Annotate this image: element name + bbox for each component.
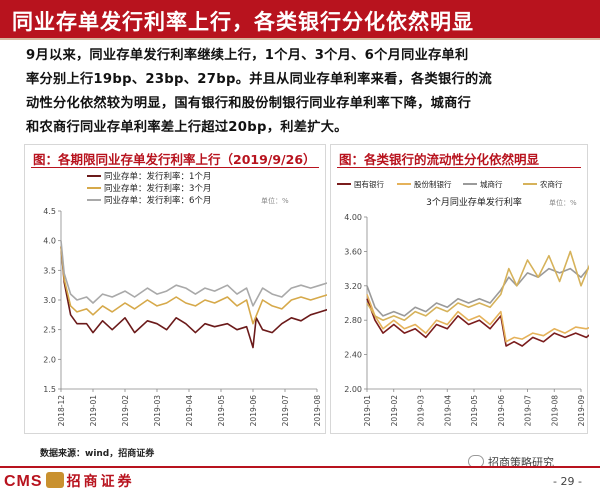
summary-paragraph: 9月以来，同业存单发行利率继续上行，1个月、3个月、6个月同业存单利 率分别上行… xyxy=(26,44,586,140)
y-tick-label: 2.40 xyxy=(344,351,362,360)
unit-label: 单位：% xyxy=(261,196,289,205)
summary-line: 率分别上行19bp、23bp、27bp。并且从同业存单利率来看，各类银行的流 xyxy=(26,72,492,87)
wechat-label: 招商策略研究 xyxy=(488,456,554,469)
left-chart-title: 图：各期限同业存单发行利率上行（2019/9/26） xyxy=(33,152,316,167)
logo-mark-icon xyxy=(45,472,64,488)
data-source: 数据来源：wind，招商证券 xyxy=(40,449,155,459)
left-chart-title-rule xyxy=(31,167,319,168)
x-tick-label: 2019-05 xyxy=(217,395,226,427)
x-tick-label: 2019-04 xyxy=(443,395,452,427)
legend-label: 城商行 xyxy=(480,179,503,189)
y-tick-label: 2.0 xyxy=(43,355,56,364)
x-tick-label: 2019-04 xyxy=(185,395,194,427)
x-tick-label: 2019-02 xyxy=(390,395,399,427)
y-tick-label: 4.0 xyxy=(43,237,56,246)
title-bar: 同业存单发行利率上行，各类银行分化依然明显 xyxy=(0,0,600,38)
series-line xyxy=(60,240,327,307)
summary-line: 9月以来，同业存单发行利率继续上行，1个月、3个月、6个月同业存单利 xyxy=(26,48,469,63)
right-chart-title-rule xyxy=(337,167,581,168)
x-tick-label: 2019-08 xyxy=(313,395,322,427)
right-chart-title: 图：各类银行的流动性分化依然明显 xyxy=(339,152,540,167)
chart-inner-title: 3个月同业存单发行利率 xyxy=(426,196,522,208)
legend-label: 农商行 xyxy=(540,179,563,189)
right-chart-panel: 图：各类银行的流动性分化依然明显 3个月同业存单发行利率 单位：% 2.00 2.40… xyxy=(330,144,589,434)
legend-label: 同业存单：发行利率：1个月 xyxy=(104,171,211,182)
logo-latin: CMS xyxy=(4,473,43,490)
x-tick-label: 2019-07 xyxy=(524,395,533,427)
x-tick-label: 2019-08 xyxy=(550,395,559,427)
legend-label: 同业存单：发行利率：3个月 xyxy=(104,183,211,194)
x-tick-label: 2019-02 xyxy=(121,395,130,427)
x-tick-label: 2019-05 xyxy=(470,395,479,427)
page-number: - 29 - xyxy=(553,475,582,488)
title-underline xyxy=(0,38,600,40)
legend-label: 股份制银行 xyxy=(414,179,452,189)
series-line xyxy=(366,266,589,317)
series-line xyxy=(366,294,589,343)
series-line xyxy=(60,246,327,325)
x-tick-label: 2019-06 xyxy=(497,395,506,427)
right-line-chart: 3个月同业存单发行利率 单位：% 2.00 2.40 2.80 3.20 3.60 4.00 2… xyxy=(337,179,589,427)
x-tick-label: 2019-01 xyxy=(363,395,372,427)
legend-label: 国有银行 xyxy=(354,179,384,189)
x-tick-label: 2019-06 xyxy=(249,395,258,427)
left-chart-panel: 图：各期限同业存单发行利率上行（2019/9/26） 单位：% 1.5 2.0 2.5… xyxy=(24,144,327,434)
y-tick-label: 2.5 xyxy=(43,326,56,335)
y-tick-label: 4.5 xyxy=(43,207,56,216)
y-tick-label: 1.5 xyxy=(43,385,56,394)
y-tick-label: 3.20 xyxy=(344,282,362,291)
y-tick-label: 3.60 xyxy=(344,247,362,256)
y-tick-label: 2.00 xyxy=(344,385,362,394)
summary-line: 和农商行同业存单利率差上行超过20bp，利差扩大。 xyxy=(26,120,348,135)
summary-line: 动性分化依然较为明显，国有银行和股份制银行同业存单利率下降，城商行 xyxy=(26,96,472,111)
left-line-chart: 单位：% 1.5 2.0 2.5 3.0 3.5 4.0 4.5 2018-12 2019-01 2… xyxy=(43,171,327,427)
x-tick-label: 2018-12 xyxy=(57,395,66,427)
y-tick-label: 4.00 xyxy=(344,213,362,222)
y-tick-label: 2.80 xyxy=(344,316,362,325)
company-logo: CMS 招商证券 xyxy=(4,471,135,491)
series-line xyxy=(60,246,327,349)
page-title: 同业存单发行利率上行，各类银行分化依然明显 xyxy=(12,10,474,34)
logo-chinese: 招商证券 xyxy=(66,474,135,490)
unit-label: 单位：% xyxy=(549,198,577,207)
x-tick-label: 2019-03 xyxy=(417,395,426,427)
y-tick-label: 3.0 xyxy=(43,296,56,305)
x-tick-label: 2019-01 xyxy=(89,395,98,427)
legend-label: 同业存单：发行利率：6个月 xyxy=(104,195,211,206)
series-line xyxy=(366,250,589,321)
footer-rule xyxy=(0,466,600,468)
series-line xyxy=(366,298,589,347)
x-tick-label: 2019-07 xyxy=(281,395,290,427)
x-tick-label: 2019-03 xyxy=(153,395,162,427)
y-tick-label: 3.5 xyxy=(43,266,56,275)
x-tick-label: 2019-09 xyxy=(577,395,586,427)
